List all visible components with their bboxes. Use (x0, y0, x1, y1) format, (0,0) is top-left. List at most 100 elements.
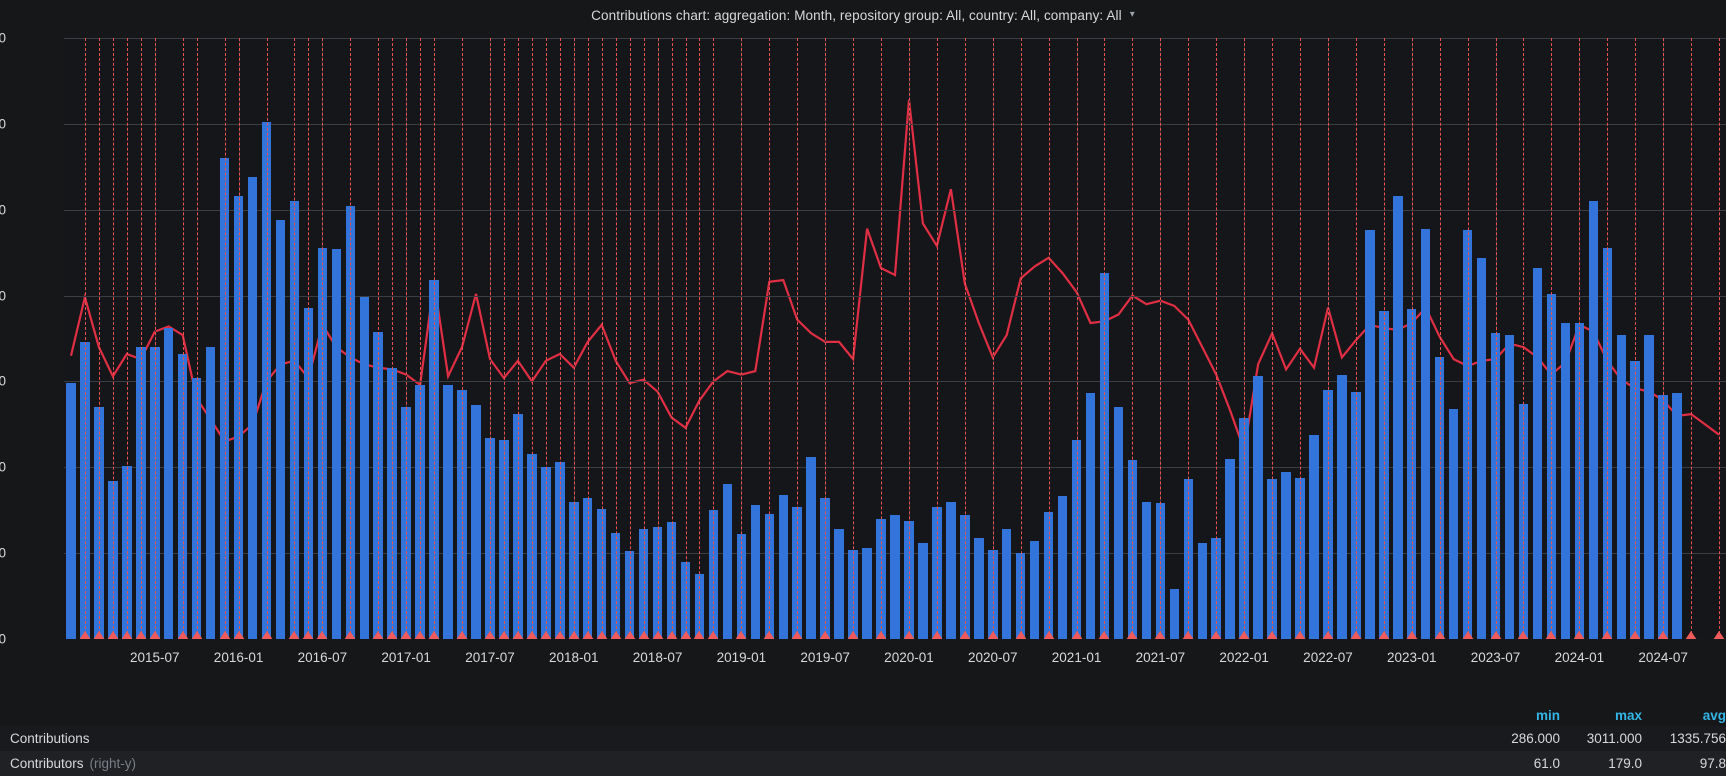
bar[interactable] (1476, 257, 1487, 639)
bar[interactable] (918, 542, 928, 639)
annotation-marker-icon[interactable] (958, 631, 971, 639)
annotation-line[interactable] (825, 38, 827, 639)
bar[interactable] (680, 561, 691, 639)
annotation-line[interactable] (769, 38, 771, 639)
bar[interactable] (610, 532, 621, 639)
annotation-line[interactable] (1076, 38, 1078, 639)
bar[interactable] (108, 481, 118, 639)
bar[interactable] (946, 501, 956, 639)
bar[interactable] (1309, 434, 1319, 639)
annotation-line[interactable] (545, 38, 547, 639)
annotation-marker-icon[interactable] (176, 631, 189, 639)
annotation-line[interactable] (713, 38, 715, 639)
annotation-line[interactable] (1300, 38, 1302, 639)
annotation-marker-icon[interactable] (1154, 631, 1167, 639)
bar[interactable] (806, 456, 816, 639)
annotation-marker-icon[interactable] (637, 631, 650, 639)
annotation-marker-icon[interactable] (847, 631, 860, 639)
annotation-marker-icon[interactable] (400, 631, 413, 639)
annotation-line[interactable] (266, 38, 268, 639)
annotation-marker-icon[interactable] (539, 631, 552, 639)
annotation-line[interactable] (154, 38, 156, 639)
annotation-line[interactable] (98, 38, 100, 639)
bar[interactable] (345, 206, 356, 639)
annotation-marker-icon[interactable] (302, 631, 315, 639)
annotation-line[interactable] (615, 38, 617, 639)
annotation-line[interactable] (126, 38, 128, 639)
bar[interactable] (1407, 309, 1417, 639)
annotation-marker-icon[interactable] (483, 631, 496, 639)
bar[interactable] (1448, 408, 1459, 639)
bar[interactable] (513, 414, 523, 639)
bar[interactable] (1015, 553, 1026, 639)
annotation-line[interactable] (1607, 38, 1609, 639)
annotation-line[interactable] (1383, 38, 1385, 639)
bar[interactable] (205, 347, 216, 639)
bar[interactable] (401, 407, 411, 639)
annotation-marker-icon[interactable] (260, 631, 273, 639)
annotation-marker-icon[interactable] (1266, 631, 1279, 639)
annotation-marker-icon[interactable] (902, 631, 915, 639)
legend-series-name[interactable]: Contributions (10, 731, 90, 746)
annotation-marker-icon[interactable] (1070, 631, 1083, 639)
annotation-marker-icon[interactable] (232, 631, 245, 639)
annotation-line[interactable] (671, 38, 673, 639)
bar[interactable] (219, 158, 230, 639)
annotation-marker-icon[interactable] (106, 631, 119, 639)
annotation-line[interactable] (1048, 38, 1050, 639)
chevron-down-icon[interactable]: ▾ (1129, 9, 1135, 20)
bar[interactable] (792, 506, 802, 639)
annotation-line[interactable] (140, 38, 142, 639)
bar[interactable] (555, 462, 565, 639)
annotation-line[interactable] (1188, 38, 1190, 639)
annotation-line[interactable] (601, 38, 603, 639)
annotation-marker-icon[interactable] (1657, 631, 1670, 639)
bar[interactable] (1071, 439, 1082, 639)
bar[interactable] (1490, 333, 1501, 639)
annotation-marker-icon[interactable] (218, 631, 231, 639)
annotation-line[interactable] (587, 38, 589, 639)
annotation-line[interactable] (1523, 38, 1525, 639)
bar[interactable] (1295, 477, 1305, 639)
bar[interactable] (1253, 376, 1263, 639)
annotation-line[interactable] (1132, 38, 1134, 639)
bar[interactable] (163, 328, 174, 639)
annotation-line[interactable] (853, 38, 855, 639)
annotation-marker-icon[interactable] (1461, 631, 1474, 639)
annotation-line[interactable] (1719, 38, 1721, 639)
bar[interactable] (275, 220, 286, 639)
bar[interactable] (1225, 458, 1235, 639)
annotation-line[interactable] (322, 38, 324, 639)
bar[interactable] (778, 494, 788, 639)
bar[interactable] (862, 548, 872, 639)
annotation-line[interactable] (908, 38, 910, 639)
bar[interactable] (136, 347, 146, 639)
annotation-line[interactable] (741, 38, 743, 639)
annotation-line[interactable] (573, 38, 575, 639)
annotation-marker-icon[interactable] (1126, 631, 1139, 639)
bar[interactable] (974, 537, 984, 639)
bar[interactable] (1462, 230, 1473, 639)
annotation-line[interactable] (629, 38, 631, 639)
annotation-marker-icon[interactable] (819, 631, 832, 639)
bar[interactable] (1420, 228, 1431, 639)
annotation-marker-icon[interactable] (1685, 631, 1698, 639)
bar[interactable] (1029, 541, 1040, 639)
annotation-marker-icon[interactable] (623, 631, 636, 639)
annotation-marker-icon[interactable] (1098, 631, 1111, 639)
bar[interactable] (261, 122, 272, 639)
bar[interactable] (1043, 511, 1054, 639)
bar[interactable] (1001, 529, 1012, 639)
bar[interactable] (764, 513, 775, 639)
annotation-marker-icon[interactable] (386, 631, 399, 639)
bar[interactable] (303, 307, 314, 639)
bar[interactable] (1155, 503, 1166, 639)
annotation-marker-icon[interactable] (595, 631, 608, 639)
annotation-line[interactable] (1663, 38, 1665, 639)
annotation-marker-icon[interactable] (414, 631, 427, 639)
annotation-line[interactable] (685, 38, 687, 639)
annotation-line[interactable] (1327, 38, 1329, 639)
bar[interactable] (1337, 374, 1347, 639)
annotation-line[interactable] (182, 38, 184, 639)
annotation-marker-icon[interactable] (497, 631, 510, 639)
